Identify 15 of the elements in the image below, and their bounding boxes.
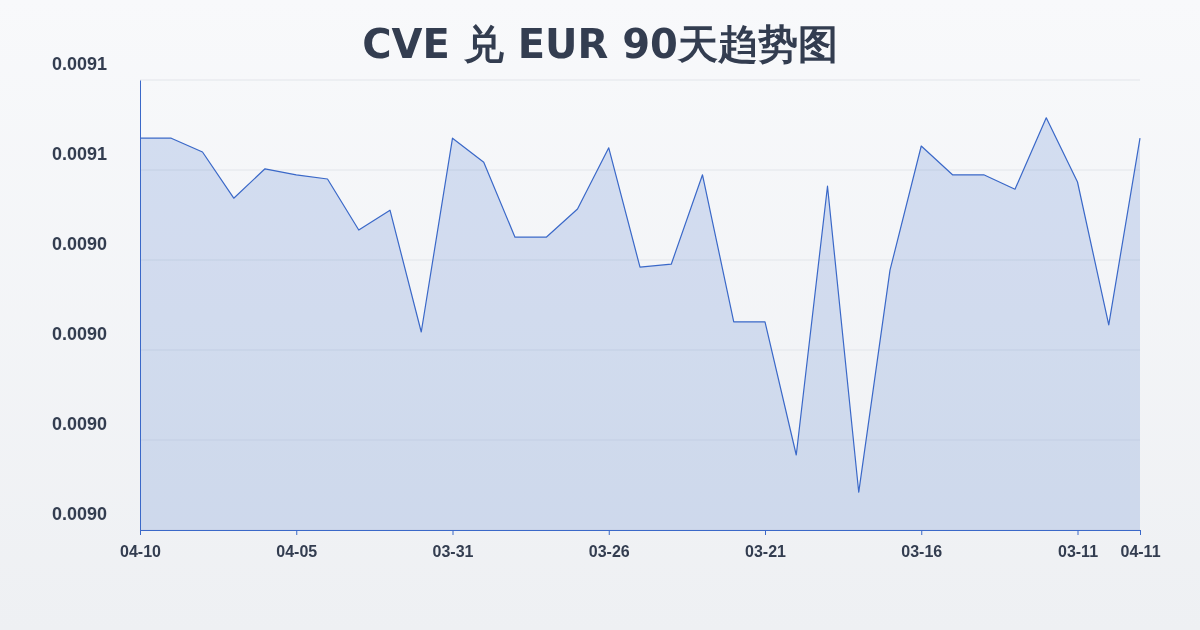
chart-title: CVE 兑 EUR 90天趋势图: [362, 21, 838, 67]
y-tick-label: 0.0090: [52, 233, 108, 254]
y-tick-label: 0.0091: [52, 53, 108, 74]
x-tick-label: 03-11: [1057, 543, 1099, 561]
y-tick-label: 0.0090: [52, 413, 108, 434]
x-tick-label: 03-26: [588, 543, 630, 561]
y-tick-label: 0.0090: [52, 323, 108, 344]
y-tick-label: 0.0091: [52, 143, 108, 164]
x-tick-label: 03-16: [901, 543, 943, 561]
x-tick-label: 03-31: [432, 543, 474, 561]
x-tick-label: 03-21: [745, 543, 787, 561]
y-tick-label: 0.0090: [52, 503, 108, 524]
x-tick-label: 04-10: [120, 543, 162, 561]
x-tick-label: 04-05: [276, 543, 318, 561]
x-tick-label: 04-11: [1120, 543, 1161, 561]
